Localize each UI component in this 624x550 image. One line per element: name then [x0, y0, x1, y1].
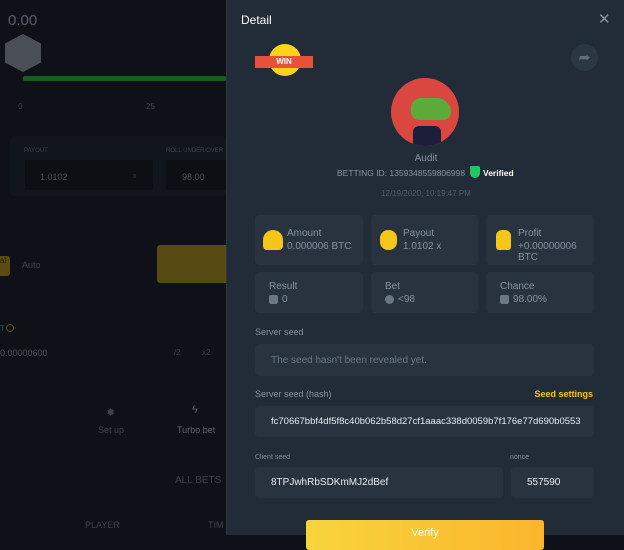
- result-value: 0: [282, 294, 288, 305]
- bet-button[interactable]: [157, 245, 226, 283]
- chance-label: Chance: [500, 281, 535, 292]
- bet-value: <98: [398, 294, 415, 305]
- client-seed-field[interactable]: 8TPJwhRbSDKmMJ2dBef: [255, 467, 503, 498]
- column-player: PLAYER: [85, 520, 120, 530]
- profit-label: Profit: [518, 228, 542, 239]
- payout-card: Payout 1.0102 x: [371, 215, 478, 265]
- hand-coin-icon: [263, 230, 283, 250]
- nonce-label: nonce: [510, 454, 530, 461]
- setup-button[interactable]: Set up: [98, 425, 125, 435]
- panel-title: Detail: [241, 13, 272, 27]
- server-seed-hash-label: Server seed (hash): [255, 389, 332, 399]
- bet-amount-value[interactable]: 0.00000600: [0, 348, 48, 358]
- username: Audit: [414, 153, 438, 164]
- half-button[interactable]: /2: [174, 348, 181, 357]
- detail-panel: Detail ✕ WIN ➦ Audit BETTING ID: 1359348…: [226, 0, 624, 550]
- roll-input[interactable]: [166, 160, 226, 190]
- payout-label: Payout: [403, 228, 435, 239]
- verified-label: Verified: [483, 168, 514, 178]
- client-seed-label: Client seed: [255, 454, 291, 461]
- bet-amount-label: T: [0, 324, 5, 333]
- lightning-icon: ϟ: [192, 404, 198, 416]
- chance-card: Chance 98.00%: [486, 272, 594, 313]
- amount-label: Amount: [287, 228, 322, 239]
- dice-icon: [500, 295, 509, 304]
- result-label: Result: [269, 281, 298, 292]
- chip-icon: [385, 295, 394, 304]
- profit-value: +0.00000006 BTC: [518, 241, 577, 263]
- seed-settings-link[interactable]: Seed settings: [534, 389, 593, 399]
- profit-card: Profit +0.00000006 BTC: [486, 215, 594, 265]
- nonce-field[interactable]: 557590: [511, 467, 594, 498]
- scale-0: 0: [18, 102, 23, 111]
- amount-card: Amount 0.000006 BTC: [255, 215, 363, 265]
- info-icon: [6, 324, 14, 332]
- turbo-bet-button[interactable]: Turbo bet: [177, 425, 216, 435]
- payout-value: 1.0102: [40, 172, 68, 182]
- server-seed-field: The seed hasn't been revealed yet.: [255, 344, 594, 376]
- dice-icon: [269, 295, 278, 304]
- roll-value: 98.00: [182, 172, 205, 182]
- coin-stack-icon: [380, 230, 397, 250]
- roll-label: ROLL UNDER/OVER: [166, 148, 224, 154]
- bet-card: Bet <98: [371, 272, 478, 313]
- server-seed-label: Server seed: [255, 327, 304, 337]
- money-bag-icon: [496, 230, 511, 250]
- column-time: TIM: [208, 520, 224, 530]
- manual-tab[interactable]: al: [0, 256, 10, 276]
- win-badge: WIN: [255, 42, 313, 78]
- dice-icon: [5, 34, 41, 72]
- payout-label: PAYOUT: [24, 148, 48, 154]
- payout-value: 1.0102 x: [403, 241, 442, 252]
- double-button[interactable]: x2: [202, 348, 211, 357]
- scale-25: 25: [146, 102, 155, 111]
- timestamp: 12/19/2020, 10:19:47 PM: [381, 189, 471, 198]
- balance: 0.00: [8, 12, 38, 29]
- avatar: [391, 78, 459, 146]
- result-card: Result 0: [255, 272, 363, 313]
- payout-unit: x: [133, 173, 137, 180]
- gear-icon: ✹: [106, 407, 116, 419]
- close-icon[interactable]: ✕: [598, 11, 611, 28]
- server-seed-hash-field[interactable]: fc70667bbf4df5f8c40b062b58d27cf1aaac338d…: [255, 406, 594, 437]
- shield-check-icon: [470, 166, 480, 178]
- win-label: WIN: [255, 56, 313, 68]
- payout-input[interactable]: [25, 160, 153, 190]
- all-bets-tab[interactable]: ALL BETS: [175, 475, 222, 486]
- betting-id: BETTING ID: 1359348559806998: [337, 168, 466, 178]
- verify-button[interactable]: Verify: [306, 520, 544, 550]
- share-icon[interactable]: ➦: [571, 44, 598, 71]
- amount-value: 0.000006 BTC: [287, 241, 352, 252]
- bet-label: Bet: [385, 281, 401, 292]
- auto-tab[interactable]: Auto: [22, 260, 41, 270]
- chance-value: 98.00%: [513, 294, 547, 305]
- range-slider[interactable]: [23, 76, 226, 81]
